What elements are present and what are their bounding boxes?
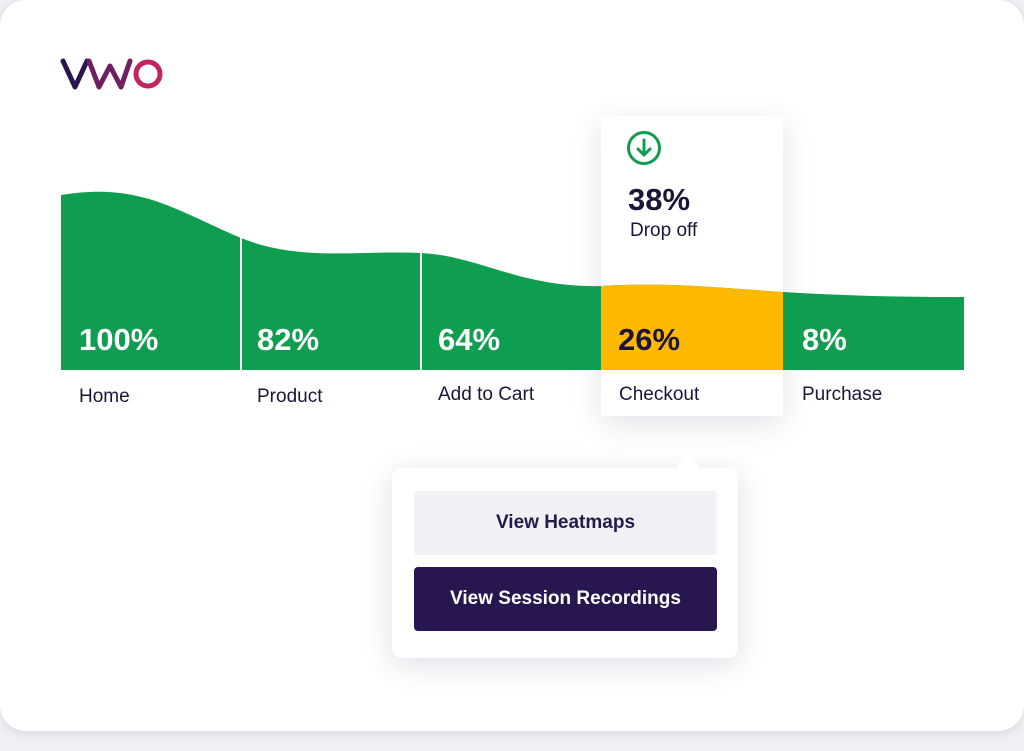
stage-percent-product: 82% <box>257 322 320 357</box>
stage-percent-purchase: 8% <box>802 322 847 357</box>
dropoff-percent: 38% <box>628 182 691 217</box>
logo-o <box>133 59 163 89</box>
view-session-recordings-button[interactable]: View Session Recordings <box>414 567 717 631</box>
stage-percent-home: 100% <box>79 322 159 357</box>
checkout-highlight <box>601 284 783 370</box>
logo-w <box>86 58 133 90</box>
stage-label-product: Product <box>257 386 323 407</box>
stage-label-purchase: Purchase <box>802 384 883 405</box>
stage-percent-add-to-cart: 64% <box>438 322 501 357</box>
stage-percent-checkout: 26% <box>618 322 681 357</box>
view-heatmaps-button[interactable]: View Heatmaps <box>414 491 717 555</box>
stage-label-add-to-cart: Add to Cart <box>438 384 535 405</box>
vwo-logo <box>60 58 163 90</box>
dropoff-label: Drop off <box>630 220 698 241</box>
popup-pointer <box>676 449 700 469</box>
logo-v <box>60 58 90 90</box>
arrow-down-circle-icon <box>627 131 661 165</box>
stage-label-home: Home <box>79 386 130 407</box>
stage-label-checkout: Checkout <box>619 384 700 405</box>
